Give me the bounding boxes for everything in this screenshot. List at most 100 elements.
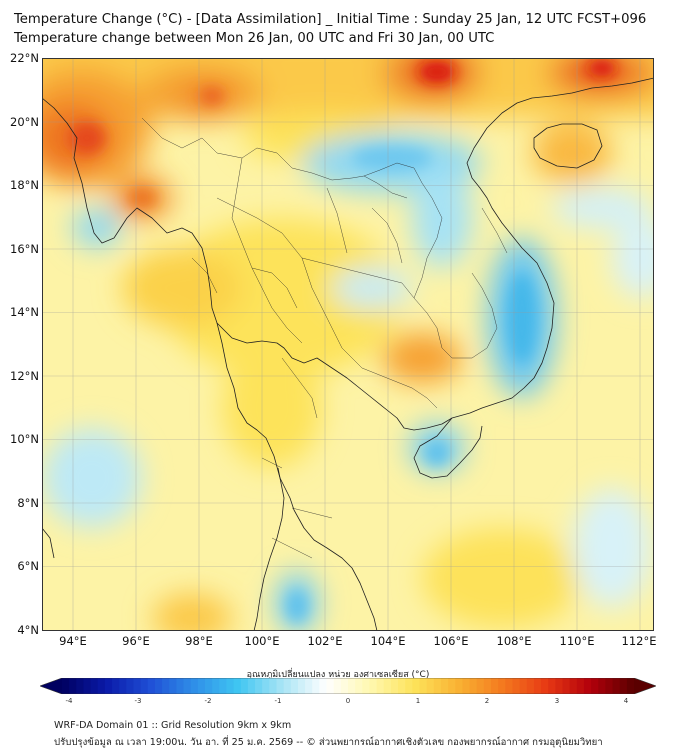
colorbar-cell (619, 678, 628, 694)
colorbar-cell (76, 678, 85, 694)
colorbar-cell (312, 678, 320, 694)
colorbar-cell (348, 678, 356, 694)
lon-label-98: 98°E (185, 634, 213, 648)
colorbar-cell (262, 678, 270, 694)
colorbar-tick: 2 (484, 697, 490, 705)
colorbar-cell (240, 678, 249, 694)
lat-label-14: 14°N (10, 305, 39, 319)
colorbar-cell (319, 678, 328, 694)
colorbar-cell (469, 678, 478, 694)
colorbar-cell (226, 678, 235, 694)
colorbar-tick: -1 (274, 697, 282, 705)
colorbar-cell (69, 678, 77, 694)
lon-label-110: 110°E (559, 634, 595, 648)
colorbar-cell (62, 678, 70, 694)
colorbar-cell (276, 678, 285, 694)
colorbar-cell (283, 678, 292, 694)
colorbar-cell (112, 678, 120, 694)
colorbar-cell (197, 678, 206, 694)
lat-label-22: 22°N (10, 51, 39, 65)
colorbar-tick: 3 (554, 697, 560, 705)
lat-label-20: 20°N (10, 115, 39, 129)
colorbar-cell (491, 678, 499, 694)
map-frame (42, 58, 654, 631)
colorbar-cell (90, 678, 99, 694)
colorbar-cell (83, 678, 92, 694)
lat-label-8: 8°N (17, 496, 39, 510)
colorbar-cell (247, 678, 256, 694)
colorbar (40, 678, 656, 694)
lon-label-104: 104°E (370, 634, 406, 648)
colorbar-cell (591, 678, 599, 694)
colorbar-cell (369, 678, 378, 694)
colorbar-cell (183, 678, 192, 694)
colorbar-cell (426, 678, 435, 694)
lat-label-18: 18°N (10, 178, 39, 192)
colorbar-cell (162, 678, 170, 694)
colorbar-cell (440, 678, 449, 694)
colorbar-cell (605, 678, 614, 694)
colorbar-cell (569, 678, 578, 694)
lon-label-102: 102°E (307, 634, 343, 648)
colorbar-cell (212, 678, 220, 694)
colorbar-cell (526, 678, 535, 694)
colorbar-cell (398, 678, 406, 694)
colorbar-cell (390, 678, 399, 694)
colorbar-cell (190, 678, 199, 694)
colorbar-cell (462, 678, 471, 694)
colorbar-cell (583, 678, 592, 694)
colorbar-cell (483, 678, 492, 694)
colorbar-cell (612, 678, 621, 694)
colorbar-cell (97, 678, 106, 694)
colorbar-cell (169, 678, 177, 694)
temperature-field-cores (69, 60, 616, 622)
colorbar-max-arrow (634, 678, 656, 694)
colorbar-cell (340, 678, 349, 694)
colorbar-cell (147, 678, 156, 694)
temperature-change-map (42, 58, 654, 631)
colorbar-cell (555, 678, 564, 694)
colorbar-cell (297, 678, 306, 694)
colorbar-title: อุณหภูมิเปลี่ยนแปลง หน่วย องศาเซลเซียส (… (246, 670, 430, 680)
colorbar-cell (355, 678, 363, 694)
colorbar-cell (433, 678, 442, 694)
colorbar-cell (255, 678, 263, 694)
colorbar-tick: -4 (65, 697, 73, 705)
colorbar-cell (233, 678, 242, 694)
colorbar-cell (290, 678, 299, 694)
lon-label-94: 94°E (59, 634, 87, 648)
lon-label-106: 106°E (433, 634, 469, 648)
colorbar-tick: -2 (204, 697, 212, 705)
colorbar-cell (512, 678, 521, 694)
colorbar-cell (533, 678, 542, 694)
lat-label-16: 16°N (10, 242, 39, 256)
colorbar-cell (498, 678, 506, 694)
lat-label-6: 6°N (17, 559, 39, 573)
colorbar-cell (126, 678, 135, 694)
lat-label-10: 10°N (10, 432, 39, 446)
colorbar-tick: 4 (623, 697, 629, 705)
colorbar-min-arrow (40, 678, 62, 694)
lon-label-108: 108°E (496, 634, 532, 648)
colorbar-tick: 1 (415, 697, 421, 705)
colorbar-cell (362, 678, 371, 694)
colorbar-cell (383, 678, 392, 694)
colorbar-cell (576, 678, 585, 694)
colorbar-cell (154, 678, 163, 694)
colorbar-cell (419, 678, 428, 694)
colorbar-cell (626, 678, 635, 694)
colorbar-cell (598, 678, 606, 694)
colorbar-cell (140, 678, 149, 694)
colorbar-cell (176, 678, 185, 694)
colorbar-cell (133, 678, 142, 694)
colorbar-cell (519, 678, 528, 694)
colorbar-cell (548, 678, 556, 694)
colorbar-cell (104, 678, 113, 694)
colorbar-cell (476, 678, 485, 694)
borders (141, 117, 508, 559)
footer-model-info: WRF-DA Domain 01 :: Grid Resolution 9km … (54, 720, 292, 731)
colorbar-cell (333, 678, 342, 694)
colorbar-cell (326, 678, 335, 694)
colorbar-cell (541, 678, 549, 694)
map-subtitle: Temperature change between Mon 26 Jan, 0… (14, 31, 495, 46)
